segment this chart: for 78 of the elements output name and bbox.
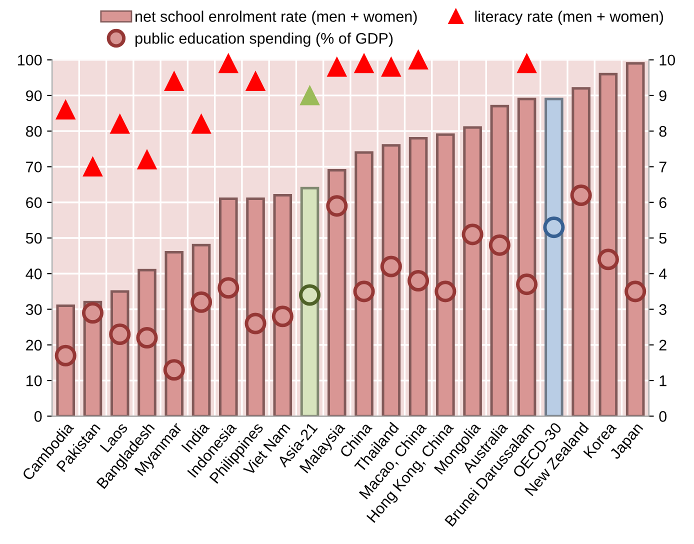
point xyxy=(163,359,185,381)
bar xyxy=(164,251,184,416)
bar xyxy=(219,198,238,416)
point xyxy=(381,57,401,77)
y-tick-label: 100 xyxy=(18,54,42,66)
legend-label: net school enrolment rate (men + women) xyxy=(136,10,417,25)
point xyxy=(380,256,402,278)
y-tick-label: 40 xyxy=(26,268,42,280)
point xyxy=(218,54,238,74)
y-tick-label: 50 xyxy=(26,232,42,244)
bar xyxy=(246,198,265,416)
bar xyxy=(598,72,618,416)
y2-tick-label: 10 xyxy=(660,54,676,66)
y-tick-label: 10 xyxy=(26,375,42,386)
point xyxy=(488,234,510,256)
y2-tick-label: 8 xyxy=(659,126,666,137)
y-tick-label: 30 xyxy=(26,304,42,315)
point xyxy=(56,100,76,120)
point xyxy=(462,224,484,246)
point xyxy=(516,274,538,296)
point xyxy=(136,327,158,349)
legend-label: literacy rate (men + women) xyxy=(475,10,664,25)
y-tick-label: 60 xyxy=(26,197,42,208)
y2-tick-label: 6 xyxy=(659,197,666,208)
bar xyxy=(490,104,510,416)
point xyxy=(272,306,294,328)
bar xyxy=(517,98,536,416)
bar xyxy=(328,169,346,416)
bar xyxy=(436,133,455,416)
bar xyxy=(273,194,292,416)
point xyxy=(54,344,76,366)
point xyxy=(246,71,266,91)
point xyxy=(164,71,184,91)
y-tick-label: 0 xyxy=(34,411,42,422)
y-tick-label: 20 xyxy=(26,340,42,351)
point xyxy=(624,280,646,302)
legend-label: public education spending (% of GDP) xyxy=(136,32,393,47)
y2-tick-label: 2 xyxy=(659,340,666,350)
bar xyxy=(408,136,428,416)
point xyxy=(354,54,374,74)
point xyxy=(299,284,321,306)
point xyxy=(83,157,102,176)
point xyxy=(190,291,212,313)
bar xyxy=(382,144,401,416)
point xyxy=(353,280,375,302)
y2-tick-label: 0 xyxy=(659,411,667,422)
point xyxy=(408,270,430,292)
point xyxy=(244,312,266,334)
y2-tick-label: 3 xyxy=(659,304,666,315)
point xyxy=(300,86,320,106)
bar xyxy=(544,98,564,416)
point xyxy=(543,216,565,238)
point xyxy=(326,195,348,217)
y2-tick-label: 9 xyxy=(659,90,666,102)
point xyxy=(82,302,104,324)
y2-tick-label: 7 xyxy=(659,162,666,172)
point xyxy=(570,184,592,206)
point xyxy=(110,114,130,134)
point xyxy=(327,57,347,77)
y2-tick-label: 1 xyxy=(660,376,666,386)
point xyxy=(434,280,456,302)
point xyxy=(192,114,211,134)
point xyxy=(597,248,619,270)
y2-tick-label: 4 xyxy=(658,268,667,280)
bar xyxy=(463,126,482,416)
point xyxy=(137,150,157,170)
bar xyxy=(626,62,645,416)
point xyxy=(109,323,131,345)
bar xyxy=(354,151,374,416)
y-tick-label: 80 xyxy=(26,126,42,137)
bar xyxy=(300,186,320,416)
y-tick-label: 70 xyxy=(26,162,42,172)
bar xyxy=(572,87,590,416)
point xyxy=(517,54,537,74)
point xyxy=(408,50,428,70)
point xyxy=(218,277,240,299)
y-tick-label: 90 xyxy=(26,90,42,102)
y2-tick-label: 5 xyxy=(659,233,666,244)
